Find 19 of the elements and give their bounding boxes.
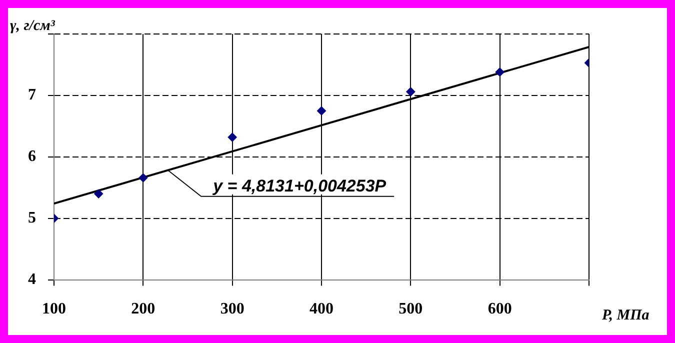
point [406, 87, 416, 96]
x-tick-label: 400 [310, 300, 334, 318]
point [138, 173, 148, 182]
x-tick-label: 500 [398, 300, 423, 318]
x-axis-title: P, МПа [602, 308, 650, 324]
y-tick-label: 4 [28, 270, 36, 288]
x-tick-label: 300 [220, 300, 244, 318]
point [495, 68, 504, 77]
y-tick-label: 5 [28, 209, 36, 226]
y-tick-label: 6 [28, 148, 36, 166]
y-tick-label: 7 [28, 86, 36, 104]
y-axis-title: γ, г/см³ [10, 18, 56, 34]
x-tick-label: 200 [131, 300, 156, 318]
point [228, 132, 237, 142]
point [94, 189, 104, 198]
x-tick-label: 100 [42, 300, 66, 318]
point [317, 106, 326, 116]
annotation: y = 4,8131+0,004253P [212, 176, 387, 196]
x-tick-label: 600 [488, 300, 512, 318]
